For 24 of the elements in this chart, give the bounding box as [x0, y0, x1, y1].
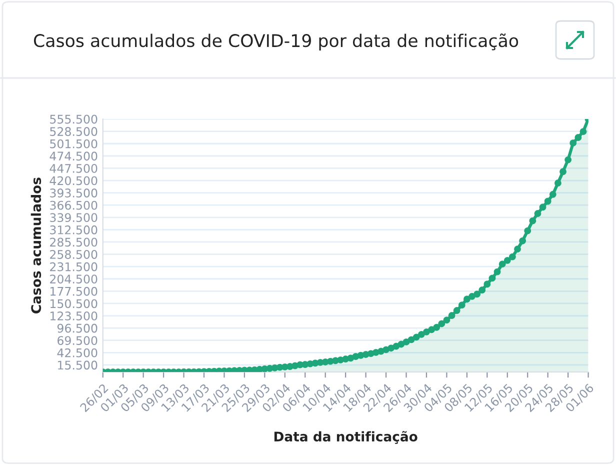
y-tick-label: 69.500: [58, 336, 98, 346]
y-tick-label: 366.500: [50, 200, 98, 210]
y-tick-label: 339.500: [50, 213, 98, 222]
y-tick-label: 42.500: [57, 348, 98, 358]
y-tick-label: 393.500: [50, 188, 98, 198]
y-tick-label: 204.500: [50, 274, 98, 284]
y-tick-label: 150.500: [50, 299, 98, 308]
y-tick-label: 528.500: [50, 127, 98, 136]
y-tick-label: 258.500: [50, 250, 98, 259]
chart-title: Casos acumulados de COVID-19 por data de notificação: [34, 33, 518, 51]
y-tick-label: 447.500: [50, 164, 98, 173]
y-tick-label: 312.500: [50, 225, 98, 234]
x-axis-title: Data da notificação: [274, 431, 418, 444]
y-tick-label: 15.500: [58, 360, 98, 370]
y-tick-label: 177.500: [50, 286, 98, 296]
y-tick-label: 420.500: [50, 176, 98, 186]
y-tick-label: 96.500: [57, 324, 98, 333]
y-tick-label: 285.500: [50, 238, 98, 247]
y-tick-label: 231.500: [50, 262, 98, 272]
y-tick-label: 555.500: [50, 114, 98, 124]
y-tick-label: 474.500: [50, 152, 98, 161]
y-tick-label: 123.500: [50, 311, 98, 320]
y-axis-title: Casos acumulados: [30, 178, 42, 314]
y-tick-label: 501.500: [50, 139, 98, 148]
